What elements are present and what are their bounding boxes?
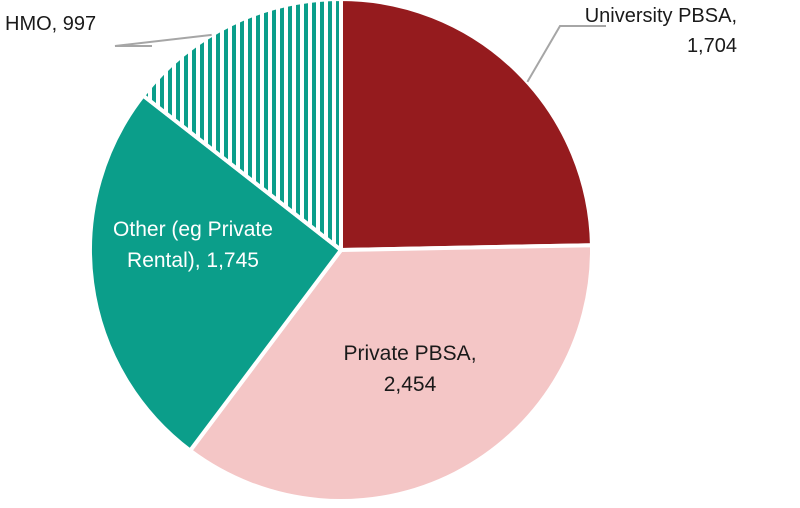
- leader-line-university-pbsa: [526, 25, 606, 83]
- leader-line-hmo: [114, 33, 212, 47]
- pie-slice-private-pbsa: [188, 243, 594, 503]
- pie-slices: [88, 0, 594, 503]
- data-label-line: HMO, 997: [5, 13, 96, 35]
- data-label-line: Private PBSA,: [343, 342, 476, 365]
- data-label-line: University PBSA,: [585, 5, 737, 27]
- data-label-line: Rental), 1,745: [127, 249, 259, 272]
- leader-lines: [114, 25, 606, 83]
- data-label-hmo: HMO, 997: [5, 13, 96, 35]
- data-label-line: 2,454: [384, 373, 437, 396]
- data-label-private-pbsa: Private PBSA, 2,454: [343, 342, 476, 396]
- pie-slice-university-pbsa: [339, 0, 594, 252]
- slice-labels: University PBSA, 1,704 Private PBSA, 2,454 O…: [5, 5, 737, 396]
- data-label-other-eg-private-rental: Other (eg Private Rental), 1,745: [113, 218, 273, 272]
- data-label-line: Other (eg Private: [113, 218, 273, 241]
- data-label-university-pbsa: University PBSA, 1,704: [585, 5, 737, 57]
- pie-slice-hmo: [141, 0, 343, 252]
- data-label-line: 1,704: [687, 35, 737, 57]
- pie-slice-other-eg-private-rental: [88, 93, 343, 453]
